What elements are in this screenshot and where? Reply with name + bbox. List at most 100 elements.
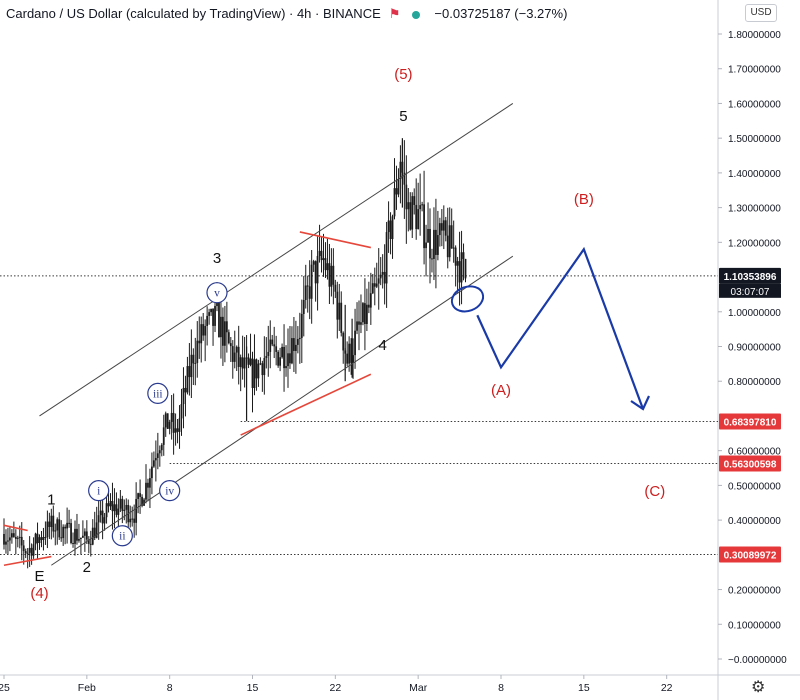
candle-body	[52, 515, 55, 532]
candle-body	[66, 522, 69, 529]
candle-body	[436, 235, 439, 255]
candle-body	[454, 247, 457, 266]
candle-body	[255, 359, 258, 379]
candle-body	[216, 302, 218, 307]
y-tick-label: 1.80000000	[728, 30, 781, 41]
currency-button[interactable]: USD	[745, 4, 777, 22]
candle-body	[180, 404, 183, 419]
red-trendline	[3, 555, 52, 567]
wave-label: 2	[83, 559, 91, 576]
candle-body	[36, 533, 39, 544]
candle-body	[433, 229, 435, 259]
wave-label: 1	[47, 491, 55, 508]
wave-label: (C)	[644, 483, 665, 500]
candle-body	[119, 498, 122, 509]
candle-body	[68, 522, 70, 524]
y-tick-label: 1.30000000	[728, 204, 781, 215]
channel-line	[51, 255, 514, 566]
candle-body	[334, 284, 337, 292]
candle-body	[223, 321, 226, 346]
candle-body	[229, 343, 232, 347]
candle-body	[190, 354, 193, 378]
symbol-title[interactable]: Cardano / US Dollar (calculated by Tradi…	[6, 6, 381, 21]
candle-body	[188, 366, 191, 378]
candle-body	[48, 521, 51, 527]
candle-body	[149, 478, 151, 488]
candle-body	[235, 346, 238, 353]
candle-body	[373, 283, 376, 287]
candle-body	[336, 291, 339, 320]
wave-label: (B)	[574, 191, 594, 208]
candle-body	[383, 271, 386, 284]
candle-body	[456, 261, 459, 266]
candle-body	[407, 202, 410, 210]
candle-body	[194, 362, 197, 364]
candle-body	[271, 339, 274, 345]
candle-body	[87, 539, 90, 544]
candle-body	[352, 355, 354, 363]
candle-body	[125, 504, 128, 510]
candle-body	[237, 346, 240, 367]
price-tag-label: 1.10353896	[724, 272, 777, 283]
candle-body	[12, 533, 15, 537]
candle-body	[115, 504, 118, 515]
highlight-ellipse	[450, 285, 485, 313]
candle-body	[158, 450, 161, 454]
candle-body	[233, 352, 236, 362]
candle-body	[423, 204, 425, 249]
candle-body	[429, 228, 431, 259]
candle-body	[74, 528, 76, 544]
candle-body	[322, 258, 325, 261]
candle-body	[421, 204, 424, 206]
candle-body	[409, 202, 412, 230]
circled-wave-marker	[159, 479, 181, 502]
y-tick-label: 0.40000000	[728, 516, 781, 527]
candle-body	[314, 261, 317, 284]
candle-body	[385, 232, 388, 284]
y-tick-label: 0.60000000	[728, 447, 781, 458]
candle-body	[54, 530, 57, 532]
candle-body	[200, 324, 203, 344]
candle-body	[300, 314, 303, 338]
candle-body	[227, 332, 230, 344]
candle-body	[415, 204, 418, 230]
gear-icon[interactable]: ⚙	[751, 679, 766, 696]
candle-body	[446, 235, 449, 258]
candle-body	[164, 413, 167, 428]
candle-body	[91, 527, 94, 545]
candle-body	[296, 339, 299, 345]
candle-body	[212, 308, 214, 326]
candle-body	[302, 300, 305, 315]
candle-body	[26, 552, 29, 554]
candle-body	[147, 482, 149, 488]
candle-body	[202, 324, 205, 336]
candle-body	[427, 228, 429, 243]
candle-body	[362, 303, 364, 323]
circled-wave-label: i	[97, 486, 100, 498]
candle-body	[243, 357, 246, 369]
candle-body	[168, 421, 171, 429]
wave-label: 4	[378, 337, 386, 354]
candle-body	[83, 531, 86, 536]
candle-body	[399, 161, 402, 180]
candle-body	[298, 337, 301, 340]
y-tick-label: 1.50000000	[728, 134, 781, 145]
candle-body	[204, 325, 207, 336]
candle-body	[312, 261, 315, 265]
wave-label: (A)	[491, 382, 511, 399]
candle-body	[389, 220, 392, 240]
y-tick-label: 0.50000000	[728, 481, 781, 492]
candle-body	[131, 518, 134, 520]
circled-wave-marker	[147, 382, 169, 404]
favorite-icon[interactable]: ⚑	[388, 6, 401, 21]
candle-body	[109, 500, 112, 507]
candle-body	[42, 536, 45, 541]
x-tick-label: 25	[0, 682, 10, 694]
x-tick-label: 15	[578, 682, 590, 694]
candle-body	[231, 346, 234, 362]
candle-body	[403, 172, 406, 185]
candle-body	[458, 261, 461, 283]
candle-body	[24, 551, 27, 554]
candle-body	[440, 223, 443, 231]
